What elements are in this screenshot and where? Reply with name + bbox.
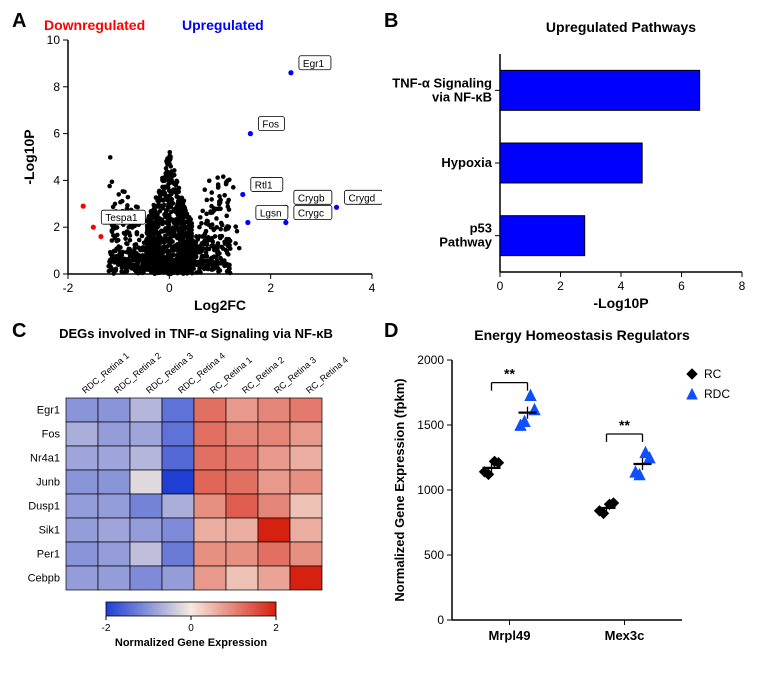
svg-text:1000: 1000 <box>417 483 444 497</box>
svg-text:Nr4a1: Nr4a1 <box>30 453 60 465</box>
svg-text:Egr1: Egr1 <box>303 59 325 70</box>
svg-text:2: 2 <box>557 279 564 293</box>
svg-text:2: 2 <box>267 281 274 295</box>
svg-text:Hypoxia: Hypoxia <box>441 155 492 170</box>
svg-text:Dusp1: Dusp1 <box>28 501 60 513</box>
svg-text:via NF-κB: via NF-κB <box>432 89 492 104</box>
svg-text:0: 0 <box>53 267 60 281</box>
svg-text:10: 10 <box>47 33 61 47</box>
svg-text:0: 0 <box>188 623 194 634</box>
panel-c: C DEGs involved in TNF-α Signaling via N… <box>10 320 382 663</box>
svg-text:Downregulated: Downregulated <box>44 17 145 33</box>
svg-text:6: 6 <box>53 127 60 141</box>
panel-b: B Upregulated Pathways 0 2 4 6 8 -Log10P TNF-α … <box>382 10 754 318</box>
svg-text:Crygc: Crygc <box>298 209 324 220</box>
panel-label-d: D <box>384 320 398 343</box>
volcano-plot: DownregulatedUpregulated-20240246810Log2… <box>10 10 382 318</box>
svg-text:8: 8 <box>739 279 746 293</box>
svg-text:Crygb: Crygb <box>298 193 325 204</box>
svg-text:6: 6 <box>678 279 685 293</box>
svg-text:Mex3c: Mex3c <box>605 628 645 643</box>
svg-text:-Log10P: -Log10P <box>593 295 648 311</box>
svg-text:**: ** <box>504 366 515 382</box>
svg-text:RDC: RDC <box>704 387 730 401</box>
svg-text:p53: p53 <box>470 221 492 236</box>
svg-text:Crygd: Crygd <box>349 193 376 204</box>
svg-text:-2: -2 <box>63 281 74 295</box>
svg-text:1500: 1500 <box>417 418 444 432</box>
heatmap: DEGs involved in TNF-α Signaling via NF-… <box>10 320 382 663</box>
svg-text:0: 0 <box>166 281 173 295</box>
svg-text:TNF-α Signaling: TNF-α Signaling <box>392 75 492 90</box>
panel-label-a: A <box>12 10 26 33</box>
svg-text:4: 4 <box>53 173 60 187</box>
svg-text:Energy Homeostasis Regulators: Energy Homeostasis Regulators <box>474 327 690 343</box>
svg-text:8: 8 <box>53 80 60 94</box>
svg-text:0: 0 <box>497 279 504 293</box>
svg-text:0: 0 <box>437 613 444 627</box>
svg-text:Egr1: Egr1 <box>37 405 60 417</box>
figure-container: A DownregulatedUpregulated-20240246810Lo… <box>10 10 754 663</box>
svg-text:2000: 2000 <box>417 353 444 367</box>
panel-label-b: B <box>384 10 398 33</box>
svg-text:-2: -2 <box>102 623 111 634</box>
svg-text:DEGs involved in TNF-α Signali: DEGs involved in TNF-α Signaling via NF-… <box>59 326 333 341</box>
svg-text:Normalized Gene Expression: Normalized Gene Expression <box>115 637 267 649</box>
svg-text:Mrpl49: Mrpl49 <box>489 628 531 643</box>
panel-d: D Energy Homeostasis Regulators 0 500 1000 1… <box>382 320 754 663</box>
svg-text:Rtl1: Rtl1 <box>255 180 273 191</box>
panel-label-c: C <box>12 320 26 343</box>
svg-text:2: 2 <box>53 220 60 234</box>
svg-text:Sik1: Sik1 <box>39 525 60 537</box>
svg-text:Fos: Fos <box>42 429 61 441</box>
svg-text:Fos: Fos <box>262 120 279 131</box>
svg-text:Upregulated: Upregulated <box>182 17 264 33</box>
svg-text:-Log10P: -Log10P <box>21 129 37 184</box>
svg-text:2: 2 <box>273 623 279 634</box>
svg-text:Per1: Per1 <box>37 549 60 561</box>
svg-text:**: ** <box>619 417 630 433</box>
panel-a: A DownregulatedUpregulated-20240246810Lo… <box>10 10 382 318</box>
svg-text:Log2FC: Log2FC <box>194 297 246 313</box>
svg-text:4: 4 <box>618 279 625 293</box>
svg-text:Pathway: Pathway <box>439 235 493 250</box>
svg-text:Cebpb: Cebpb <box>28 573 60 585</box>
svg-text:Junb: Junb <box>36 477 60 489</box>
svg-text:500: 500 <box>424 548 444 562</box>
svg-text:RC: RC <box>704 367 722 381</box>
svg-text:Tespa1: Tespa1 <box>105 213 138 224</box>
svg-text:4: 4 <box>369 281 376 295</box>
dot-plot: Energy Homeostasis Regulators 0 500 1000 150… <box>382 320 754 663</box>
svg-text:Lgsn: Lgsn <box>260 209 282 220</box>
pathway-bar-chart: Upregulated Pathways 0 2 4 6 8 -Log10P TNF-α Si… <box>382 10 754 318</box>
svg-text:Upregulated Pathways: Upregulated Pathways <box>546 19 696 35</box>
svg-text:Normalized Gene Expression (fp: Normalized Gene Expression (fpkm) <box>392 378 407 601</box>
